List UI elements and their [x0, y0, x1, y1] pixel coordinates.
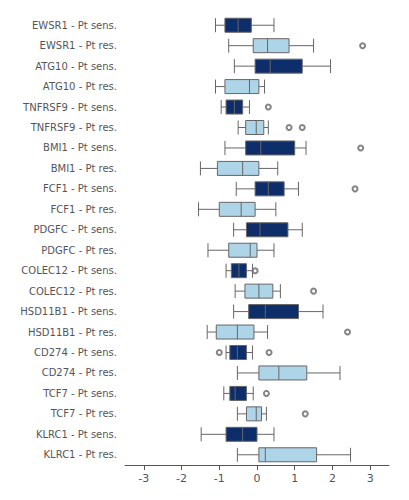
svg-text:HSD11B1 - Pt sens.: HSD11B1 - Pt sens.: [20, 306, 117, 317]
svg-text:EWSR1 - Pt res.: EWSR1 - Pt res.: [40, 40, 117, 51]
svg-text:CD274 - Pt sens.: CD274 - Pt sens.: [34, 347, 117, 358]
svg-text:HSD11B1 - Pt res.: HSD11B1 - Pt res.: [28, 327, 117, 338]
svg-text:-3: -3: [138, 472, 149, 485]
svg-text:COLEC12 - Pt res.: COLEC12 - Pt res.: [29, 286, 117, 297]
svg-text:KLRC1 - Pt sens.: KLRC1 - Pt sens.: [36, 429, 117, 440]
svg-text:1: 1: [291, 472, 298, 485]
svg-text:COLEC12 - Pt sens.: COLEC12 - Pt sens.: [21, 265, 117, 276]
svg-text:0: 0: [254, 472, 261, 485]
svg-text:PDGFC - Pt sens.: PDGFC - Pt sens.: [34, 224, 117, 235]
svg-text:FCF1 - Pt sens.: FCF1 - Pt sens.: [43, 183, 117, 194]
svg-text:PDGFC - Pt res.: PDGFC - Pt res.: [41, 245, 117, 256]
svg-text:CD274 - Pt res.: CD274 - Pt res.: [42, 367, 117, 378]
svg-text:EWSR1 - Pt sens.: EWSR1 - Pt sens.: [32, 20, 117, 31]
svg-text:BMI1 - Pt res.: BMI1 - Pt res.: [51, 163, 117, 174]
svg-text:-2: -2: [176, 472, 187, 485]
svg-text:ATG10 - Pt sens.: ATG10 - Pt sens.: [35, 61, 117, 72]
svg-text:FCF1 - Pt res.: FCF1 - Pt res.: [51, 204, 117, 215]
svg-text:TCF7 - Pt sens.: TCF7 - Pt sens.: [42, 388, 117, 399]
svg-text:BMI1 - Pt sens.: BMI1 - Pt sens.: [43, 142, 117, 153]
svg-text:3: 3: [367, 472, 374, 485]
svg-text:KLRC1 - Pt res.: KLRC1 - Pt res.: [44, 449, 117, 460]
svg-text:TCF7 - Pt res.: TCF7 - Pt res.: [50, 408, 117, 419]
svg-text:TNFRSF9 - Pt res.: TNFRSF9 - Pt res.: [30, 122, 117, 133]
svg-text:ATG10 - Pt res.: ATG10 - Pt res.: [43, 81, 117, 92]
svg-text:-1: -1: [214, 472, 225, 485]
svg-text:2: 2: [329, 472, 336, 485]
svg-text:TNFRSF9 - Pt sens.: TNFRSF9 - Pt sens.: [22, 102, 117, 113]
